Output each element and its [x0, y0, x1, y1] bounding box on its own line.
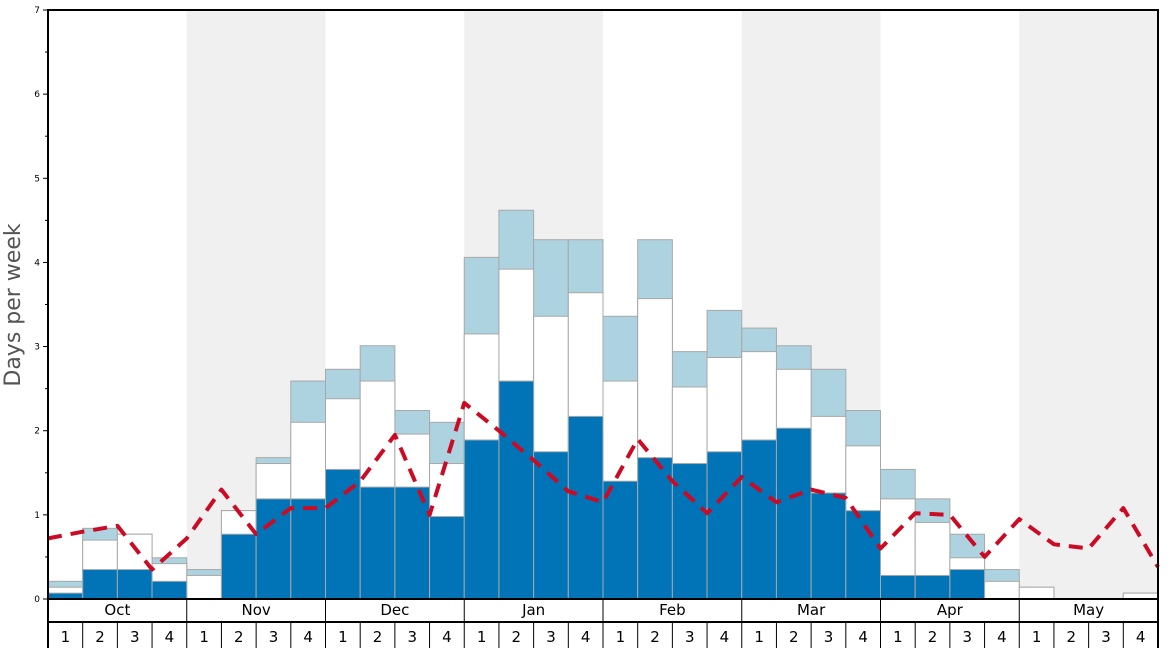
week-label-may-2: 2: [1067, 628, 1077, 646]
bar-low-22: [775, 427, 812, 600]
month-label-dec: Dec: [380, 601, 409, 619]
bar-low-16: [567, 415, 604, 600]
bar-low-20: [706, 451, 743, 600]
y-tick-label-5: 5: [34, 174, 40, 184]
bar-low-6: [220, 533, 257, 600]
month-label-feb: Feb: [659, 601, 686, 619]
month-label-jan: Jan: [521, 601, 545, 619]
week-label-nov-4: 4: [303, 628, 313, 646]
week-label-dec-4: 4: [442, 628, 452, 646]
week-label-dec-1: 1: [338, 628, 348, 646]
bar-low-18: [637, 457, 673, 600]
bar-low-7: [255, 498, 292, 600]
week-label-feb-3: 3: [685, 628, 695, 646]
week-label-oct-2: 2: [95, 628, 105, 646]
bar-low-9: [325, 468, 361, 600]
bar-low-27: [949, 569, 986, 600]
week-label-may-1: 1: [1032, 628, 1042, 646]
bar-low-14: [498, 380, 535, 600]
average-line-path: [47, 400, 1160, 572]
week-label-jan-3: 3: [546, 628, 556, 646]
week-label-oct-1: 1: [61, 628, 71, 646]
bar-low-17: [602, 480, 639, 600]
week-label-dec-2: 2: [373, 628, 383, 646]
bar-low-10: [359, 486, 396, 600]
month-label-apr: Apr: [937, 601, 964, 619]
week-label-apr-3: 3: [962, 628, 972, 646]
y-tick-label-2: 2: [34, 427, 40, 437]
weekly-bars: [47, 209, 1159, 600]
month-label-oct: Oct: [104, 601, 130, 619]
bar-low-25: [880, 574, 916, 600]
week-label-mar-2: 2: [789, 628, 799, 646]
plot-frame: [47, 9, 1159, 600]
week-label-nov-3: 3: [269, 628, 279, 646]
bar-low-11: [394, 486, 431, 600]
x-axis: Oct 1 2 3 4 Nov 1 2 3 4 Dec 1 2 3 4 Jan 1 2 3 4 Feb 1 2 3 4 Mar 1 2…: [47, 599, 1159, 648]
week-label-apr-2: 2: [928, 628, 938, 646]
bar-low-8: [290, 498, 326, 600]
y-tick-label-7: 7: [34, 6, 40, 16]
week-label-apr-4: 4: [997, 628, 1007, 646]
average-line: [47, 400, 1160, 572]
week-label-oct-4: 4: [165, 628, 175, 646]
bar-low-4: [151, 580, 188, 600]
bar-mid-29: [1018, 586, 1055, 600]
week-label-jan-4: 4: [581, 628, 591, 646]
week-label-nov-1: 1: [199, 628, 209, 646]
month-label-mar: Mar: [797, 601, 826, 619]
week-label-oct-3: 3: [130, 628, 140, 646]
week-label-mar-3: 3: [824, 628, 834, 646]
y-axis: 0 1 2 3 4 5 6 7: [34, 6, 48, 605]
y-tick-label-4: 4: [34, 258, 40, 268]
month-band-may: [1019, 10, 1158, 599]
bar-low-3: [116, 569, 153, 600]
bar-low-2: [82, 569, 118, 600]
bar-low-23: [810, 492, 847, 600]
y-tick-label-0: 0: [34, 595, 40, 605]
bar-low-24: [845, 510, 881, 600]
week-label-dec-3: 3: [407, 628, 417, 646]
month-label-nov: Nov: [241, 601, 270, 619]
week-label-mar-1: 1: [754, 628, 764, 646]
bar-mid-5: [186, 574, 222, 600]
week-label-feb-1: 1: [616, 628, 626, 646]
week-label-may-4: 4: [1136, 628, 1146, 646]
bar-low-21: [741, 439, 777, 600]
bar-mid-28: [984, 580, 1020, 600]
bar-low-26: [914, 574, 951, 600]
week-label-jan-2: 2: [512, 628, 522, 646]
week-label-nov-2: 2: [234, 628, 244, 646]
y-axis-label: Days per week: [1, 223, 26, 386]
week-label-feb-2: 2: [650, 628, 660, 646]
week-label-feb-4: 4: [720, 628, 730, 646]
week-label-jan-1: 1: [477, 628, 487, 646]
y-tick-label-6: 6: [34, 90, 40, 100]
week-label-mar-4: 4: [858, 628, 868, 646]
y-tick-label-1: 1: [34, 511, 40, 521]
bar-low-19: [671, 463, 708, 600]
y-tick-label-3: 3: [34, 343, 40, 353]
week-label-may-3: 3: [1101, 628, 1111, 646]
week-label-apr-1: 1: [893, 628, 903, 646]
month-label-may: May: [1073, 601, 1104, 619]
bar-low-13: [463, 439, 500, 600]
bar-low-12: [429, 516, 465, 600]
